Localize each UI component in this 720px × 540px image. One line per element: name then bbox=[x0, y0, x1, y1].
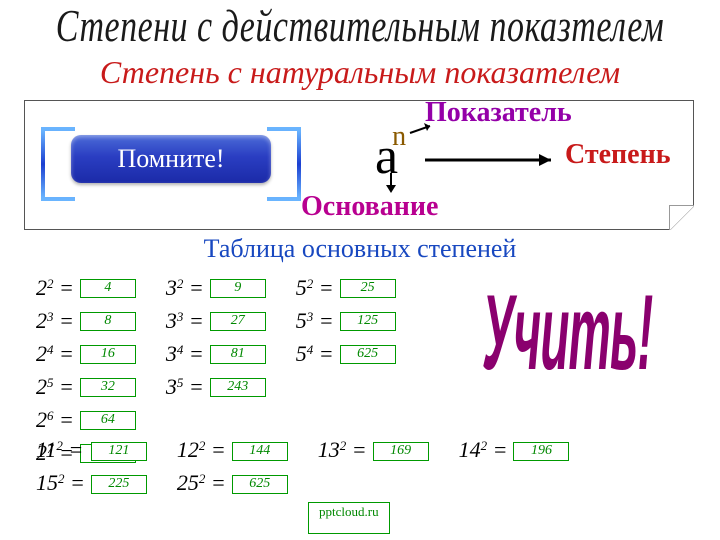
power-val-cell bbox=[340, 402, 396, 433]
power-val-cell: 4 bbox=[80, 270, 136, 301]
remember-badge: Помните! bbox=[41, 127, 301, 197]
square-val-cell: 625 bbox=[232, 465, 292, 496]
main-title: Степени с действительным показтелем bbox=[0, 2, 720, 53]
power-eq: 26 = bbox=[36, 402, 78, 433]
value-box: 32 bbox=[80, 378, 136, 397]
power-val-cell: 8 bbox=[80, 303, 136, 334]
value-box: 121 bbox=[91, 442, 147, 461]
square-eq: 152 = bbox=[36, 465, 89, 496]
power-eq bbox=[296, 369, 338, 400]
power-eq bbox=[166, 402, 208, 433]
power-eq: 25 = bbox=[36, 369, 78, 400]
power-val-cell bbox=[210, 402, 266, 433]
power-eq: 32 = bbox=[166, 270, 208, 301]
remember-label: Помните! bbox=[71, 135, 271, 183]
value-box: 4 bbox=[80, 279, 136, 298]
power-eq: 53 = bbox=[296, 303, 338, 334]
slide: Степени с действительным показтелем Степ… bbox=[0, 2, 720, 540]
value-box: 243 bbox=[210, 378, 266, 397]
value-box: 8 bbox=[80, 312, 136, 331]
power-val-cell bbox=[340, 369, 396, 400]
value-box: 169 bbox=[373, 442, 429, 461]
value-box: 9 bbox=[210, 279, 266, 298]
value-box: 16 bbox=[80, 345, 136, 364]
square-eq: 122 = bbox=[177, 432, 230, 463]
power-eq: 33 = bbox=[166, 303, 208, 334]
power-val-cell: 9 bbox=[210, 270, 266, 301]
power-eq: 23 = bbox=[36, 303, 78, 334]
value-box: 225 bbox=[91, 475, 147, 494]
power-val-cell: 81 bbox=[210, 336, 266, 367]
power-val-cell: 25 bbox=[340, 270, 396, 301]
power-val-cell: 32 bbox=[80, 369, 136, 400]
power-val-cell: 16 bbox=[80, 336, 136, 367]
remember-panel: Помните! an Показатель Степень Основание bbox=[24, 100, 694, 230]
label-exponent: Показатель bbox=[425, 97, 572, 129]
value-box: 144 bbox=[232, 442, 288, 461]
square-val-cell: 225 bbox=[91, 465, 151, 496]
square-eq: 132 = bbox=[318, 432, 371, 463]
formula-exp: n bbox=[392, 121, 406, 152]
power-eq: 35 = bbox=[166, 369, 208, 400]
value-box: 64 bbox=[80, 411, 136, 430]
square-eq: 142 = bbox=[459, 432, 512, 463]
power-val-cell: 125 bbox=[340, 303, 396, 334]
table-title: Таблица основных степеней bbox=[0, 234, 720, 264]
square-val-cell: 144 bbox=[232, 432, 292, 463]
value-box: 25 bbox=[340, 279, 396, 298]
power-eq: 34 = bbox=[166, 336, 208, 367]
square-val-cell: 121 bbox=[91, 432, 151, 463]
label-degree: Степень bbox=[565, 139, 671, 171]
power-eq: 54 = bbox=[296, 336, 338, 367]
value-box: 625 bbox=[340, 345, 396, 364]
credit-badge[interactable]: pptcloud.ru bbox=[308, 502, 390, 534]
power-eq: 22 = bbox=[36, 270, 78, 301]
subtitle: Степень с натуральным показателем bbox=[0, 54, 720, 91]
power-eq: 24 = bbox=[36, 336, 78, 367]
power-val-cell: 625 bbox=[340, 336, 396, 367]
value-box: 27 bbox=[210, 312, 266, 331]
value-box: 196 bbox=[513, 442, 569, 461]
power-val-cell: 243 bbox=[210, 369, 266, 400]
value-box: 81 bbox=[210, 345, 266, 364]
arrow-to-base bbox=[383, 171, 399, 199]
power-val-cell: 27 bbox=[210, 303, 266, 334]
square-eq: 252 = bbox=[177, 465, 230, 496]
arrow-to-exponent bbox=[408, 123, 438, 137]
arrow-to-degree bbox=[425, 153, 565, 167]
square-val-cell: 196 bbox=[513, 432, 573, 463]
squares-table: 112 =121 122 =144 132 =169 142 =196 152 =225… bbox=[34, 430, 599, 498]
square-val-cell: 169 bbox=[373, 432, 433, 463]
label-base: Основание bbox=[301, 191, 438, 223]
value-box: 125 bbox=[340, 312, 396, 331]
value-box: 625 bbox=[232, 475, 288, 494]
learn-word: Учить! bbox=[467, 270, 667, 394]
power-eq: 52 = bbox=[296, 270, 338, 301]
power-eq bbox=[296, 402, 338, 433]
square-eq: 112 = bbox=[36, 432, 89, 463]
power-val-cell: 64 bbox=[80, 402, 136, 433]
